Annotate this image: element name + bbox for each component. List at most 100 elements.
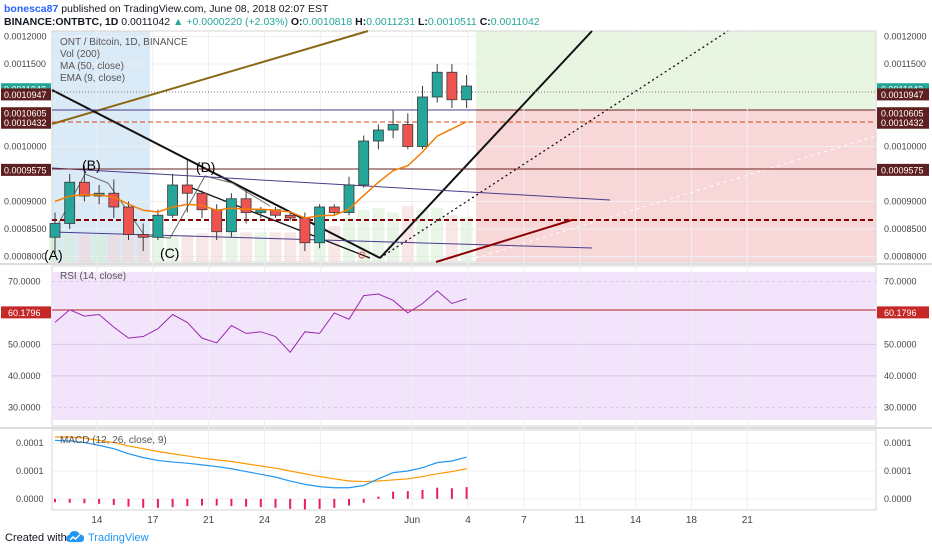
footer: Created with TradingView xyxy=(0,528,932,550)
black-downtrend-line xyxy=(51,89,381,259)
price-badge-label-right: 0.0010432 xyxy=(881,118,924,128)
legend-ema: EMA (9, close) xyxy=(60,73,125,84)
low-label: L: xyxy=(418,16,428,28)
candle-body-down xyxy=(137,234,149,238)
candle-body-down xyxy=(211,209,223,233)
macd-hist-bar xyxy=(274,498,277,508)
rsi-tick-label-right: 70.0000 xyxy=(884,276,917,286)
candle xyxy=(123,201,134,240)
y-tick-label: 0.0012000 xyxy=(4,32,47,42)
wave-label-a: (A) xyxy=(44,247,63,263)
candle xyxy=(461,75,473,108)
legend-vol: Vol (200) xyxy=(60,49,100,60)
macd-hist-bar xyxy=(142,498,145,508)
price-badge-label: 0.0010947 xyxy=(4,90,47,100)
candle xyxy=(49,212,61,254)
rsi-band xyxy=(52,272,876,420)
price-candles xyxy=(49,64,473,254)
candle-body-down xyxy=(240,198,252,213)
macd-hist-bar xyxy=(171,498,174,508)
price-badge-label-right: 0.0010605 xyxy=(881,109,924,119)
rsi-tick-label: 70.0000 xyxy=(8,276,41,286)
x-tick-label: 11 xyxy=(575,515,586,526)
volume-bar xyxy=(460,217,473,262)
macd-pane-frame xyxy=(51,429,877,511)
candle-body-up xyxy=(372,129,384,142)
close-label: C: xyxy=(479,16,491,28)
x-tick-label: 18 xyxy=(686,515,698,526)
macd-tick-label-right: 0.0001 xyxy=(884,466,912,476)
volume-bars xyxy=(49,206,473,262)
last-price: 0.0011042 xyxy=(121,16,171,28)
x-tick-label: 4 xyxy=(465,515,471,526)
volume-bar xyxy=(269,232,282,262)
candle xyxy=(431,64,443,103)
macd-tick-label-right: 0.0000 xyxy=(884,494,912,504)
open-label: O: xyxy=(290,16,303,28)
tradingview-brand-link[interactable]: TradingView xyxy=(88,532,149,544)
candle-body-down xyxy=(181,184,193,194)
x-tick-label: 17 xyxy=(147,515,159,526)
volume-bar xyxy=(166,235,179,262)
close-value: 0.0011042 xyxy=(490,16,540,28)
rsi-line xyxy=(54,290,467,354)
created-with-text: Created with xyxy=(5,532,67,544)
candle-body-up xyxy=(167,184,179,216)
macd-hist-bar xyxy=(245,498,248,507)
volume-bar xyxy=(416,209,429,262)
macd-hist-bar xyxy=(421,489,424,499)
y-tick-label-right: 0.0010000 xyxy=(884,142,927,152)
candle xyxy=(358,135,370,188)
y-tick-label-right: 0.0008000 xyxy=(884,252,927,262)
candle xyxy=(402,113,414,150)
price-badge xyxy=(1,107,51,120)
chart-canvas[interactable]: (A) (B) (C) (D) ONT / Bitcoin, 1D, BINAN… xyxy=(0,28,932,528)
price-badge xyxy=(1,116,51,129)
open-value: 0.0010818 xyxy=(302,16,353,28)
volume-bar xyxy=(107,235,120,262)
chart-header: bonesca87 published on TradingView.com, … xyxy=(0,0,932,28)
volume-bar xyxy=(372,208,385,262)
price-badge-label: 0.0010432 xyxy=(4,118,47,128)
y-tick-label: 0.0011500 xyxy=(4,59,46,69)
y-tick-label: 0.0009000 xyxy=(4,197,47,207)
candle xyxy=(446,64,458,108)
rsi-badge-label: 60.1796 xyxy=(8,308,41,318)
volume-bar xyxy=(63,235,76,262)
price-badge-right xyxy=(877,107,929,120)
macd-hist-bar xyxy=(289,498,292,509)
author-link[interactable]: bonesca87 xyxy=(4,3,59,15)
x-tick-label: 14 xyxy=(91,515,103,526)
x-tick-label: 7 xyxy=(521,515,527,526)
macd-hist-bar xyxy=(318,498,321,509)
macd-hist-bar xyxy=(98,498,101,504)
candle-body-up xyxy=(387,124,399,131)
y-tick-label-right: 0.0009000 xyxy=(884,197,927,207)
price-legend: ONT / Bitcoin, 1D, BINANCE Vol (200) MA … xyxy=(60,37,188,84)
x-tick-label: 28 xyxy=(315,515,327,526)
macd-legend: MACD (12, 26, close, 9) xyxy=(60,435,167,446)
candle xyxy=(240,190,252,224)
x-tick-label: 14 xyxy=(630,515,642,526)
volume-bar xyxy=(225,233,238,262)
macd-hist-bar xyxy=(392,491,395,499)
marker-point xyxy=(358,251,366,259)
rsi-tick-label-right: 30.0000 xyxy=(884,402,917,412)
macd-hist-bar xyxy=(377,496,380,499)
candle-body-down xyxy=(446,71,458,101)
rsi-legend: RSI (14, close) xyxy=(60,271,126,282)
candle xyxy=(137,223,149,251)
candle xyxy=(417,86,428,150)
candle-body-down xyxy=(196,192,208,211)
black-wedge-line xyxy=(191,187,371,259)
volume-bar xyxy=(78,235,91,262)
ema-line xyxy=(54,121,467,219)
candle xyxy=(372,124,384,150)
macd-hist-bar xyxy=(112,498,115,505)
volume-bar xyxy=(387,212,400,262)
candle xyxy=(328,204,340,216)
y-tick-label-right: 0.0012000 xyxy=(884,32,927,42)
price-badge xyxy=(1,163,51,176)
price-badge-label-right: 0.0009575 xyxy=(881,165,924,175)
candle-body-up xyxy=(225,198,237,233)
